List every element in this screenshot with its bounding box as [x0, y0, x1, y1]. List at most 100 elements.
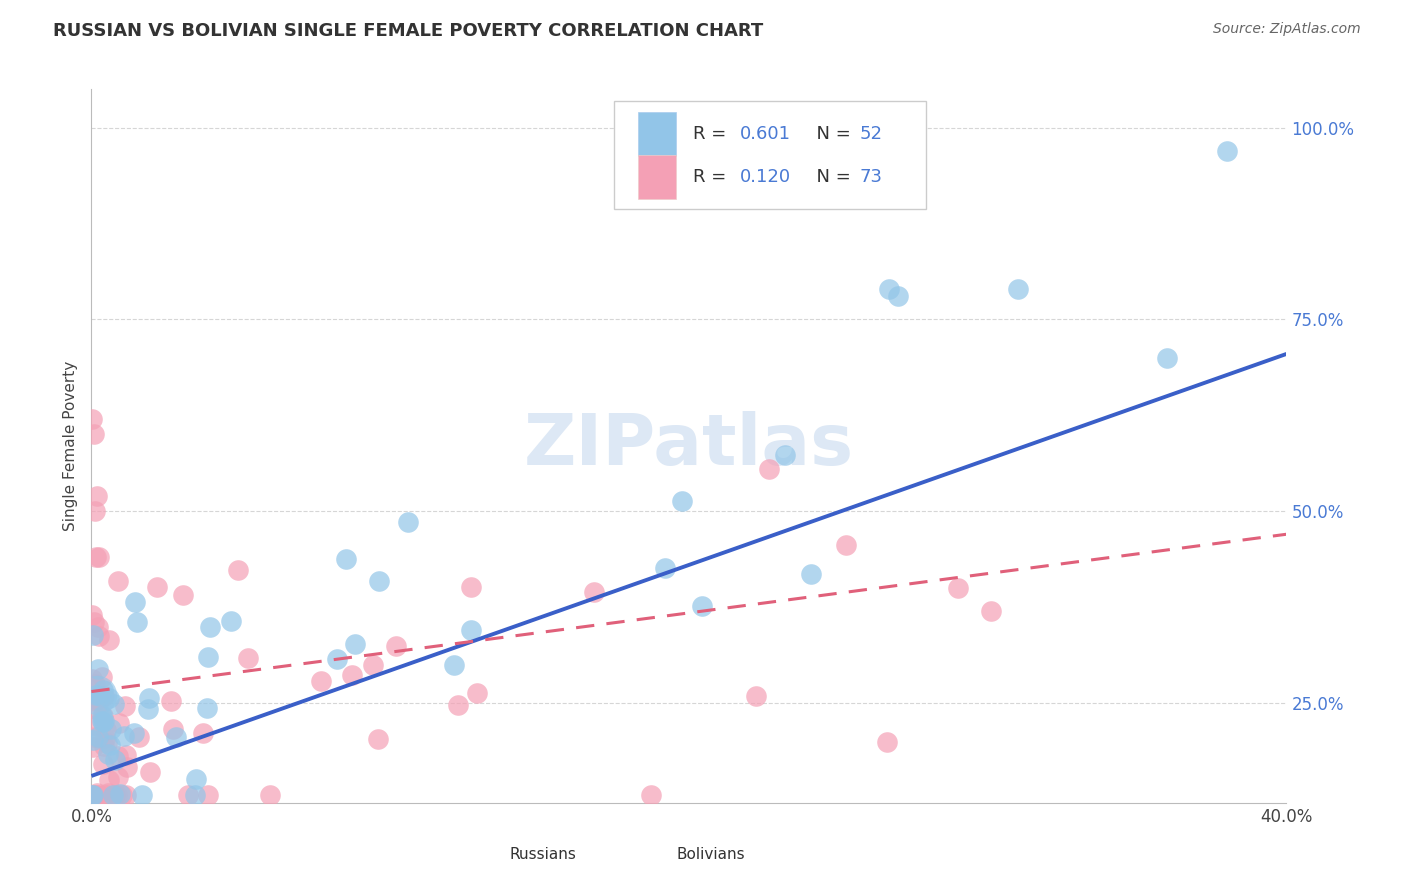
Point: [744, 689, 766, 703]
Point: [107, 574, 129, 588]
Point: [101, 788, 124, 802]
FancyBboxPatch shape: [613, 102, 925, 209]
Point: [83, 677, 105, 691]
Text: Russians: Russians: [509, 847, 576, 862]
Point: [1156, 351, 1178, 365]
Point: [96, 736, 118, 750]
Point: [84, 788, 107, 802]
Point: [83, 615, 105, 630]
Text: 0.601: 0.601: [741, 125, 792, 143]
Point: [115, 760, 138, 774]
Point: [86, 689, 108, 703]
Point: [82, 739, 104, 754]
Point: [112, 729, 135, 743]
Text: Source: ZipAtlas.com: Source: ZipAtlas.com: [1213, 22, 1361, 37]
Point: [191, 725, 214, 739]
Point: [131, 788, 153, 802]
Point: [93, 689, 115, 703]
Point: [876, 735, 898, 749]
Point: [128, 730, 150, 744]
Text: N =: N =: [804, 168, 856, 186]
Point: [87, 662, 110, 676]
Point: [396, 515, 419, 529]
Point: [91, 708, 114, 723]
Point: [93, 714, 115, 729]
Point: [80, 672, 103, 686]
Point: [83, 717, 105, 731]
Point: [97, 691, 120, 706]
Bar: [637, 112, 676, 156]
Point: [87, 788, 110, 802]
Point: [104, 753, 127, 767]
Point: [93, 714, 115, 729]
Point: [97, 786, 120, 800]
Point: [84, 694, 107, 708]
Point: [108, 715, 131, 730]
Point: [107, 770, 129, 784]
Point: [758, 461, 780, 475]
Text: 73: 73: [860, 168, 883, 186]
Point: [582, 584, 605, 599]
Point: [122, 726, 145, 740]
Point: [105, 788, 128, 802]
Point: [138, 690, 160, 705]
Point: [335, 552, 357, 566]
Point: [460, 623, 482, 637]
Point: [654, 561, 676, 575]
Point: [159, 693, 181, 707]
Point: [447, 698, 470, 712]
Point: [103, 697, 125, 711]
Point: [887, 289, 910, 303]
Point: [172, 588, 194, 602]
Point: [145, 580, 167, 594]
Point: [198, 620, 221, 634]
Point: [309, 673, 332, 688]
Text: Bolivians: Bolivians: [678, 847, 745, 862]
Point: [87, 730, 110, 744]
Point: [177, 788, 200, 802]
Point: [236, 651, 259, 665]
Point: [94, 788, 117, 802]
Point: [97, 632, 120, 647]
Point: [93, 739, 115, 753]
Point: [367, 732, 389, 747]
Point: [325, 651, 347, 665]
Point: [104, 788, 127, 802]
Point: [82, 627, 104, 641]
Point: [96, 723, 118, 738]
Point: [367, 574, 389, 589]
Point: [91, 682, 114, 697]
Point: [80, 788, 103, 802]
Point: [82, 788, 104, 802]
Point: [84, 550, 107, 565]
Point: [87, 694, 110, 708]
Point: [226, 563, 249, 577]
Point: [640, 788, 662, 802]
Point: [340, 667, 363, 681]
Point: [93, 756, 115, 771]
Point: [773, 448, 796, 462]
Point: [467, 685, 489, 699]
Point: [114, 698, 136, 713]
Point: [89, 629, 111, 643]
Point: [80, 608, 103, 623]
Point: [107, 749, 129, 764]
Point: [87, 620, 110, 634]
Point: [82, 412, 104, 426]
Point: [115, 788, 138, 802]
Point: [162, 722, 184, 736]
Point: [83, 427, 105, 442]
Point: [195, 701, 218, 715]
Point: [82, 732, 104, 747]
Point: [184, 788, 207, 802]
Point: [443, 657, 465, 672]
Point: [799, 566, 821, 581]
Text: R =: R =: [693, 125, 731, 143]
Point: [136, 702, 159, 716]
Point: [980, 604, 1002, 618]
Point: [139, 765, 162, 780]
Point: [86, 688, 108, 702]
Point: [671, 493, 693, 508]
Point: [165, 730, 187, 744]
Point: [114, 748, 136, 763]
